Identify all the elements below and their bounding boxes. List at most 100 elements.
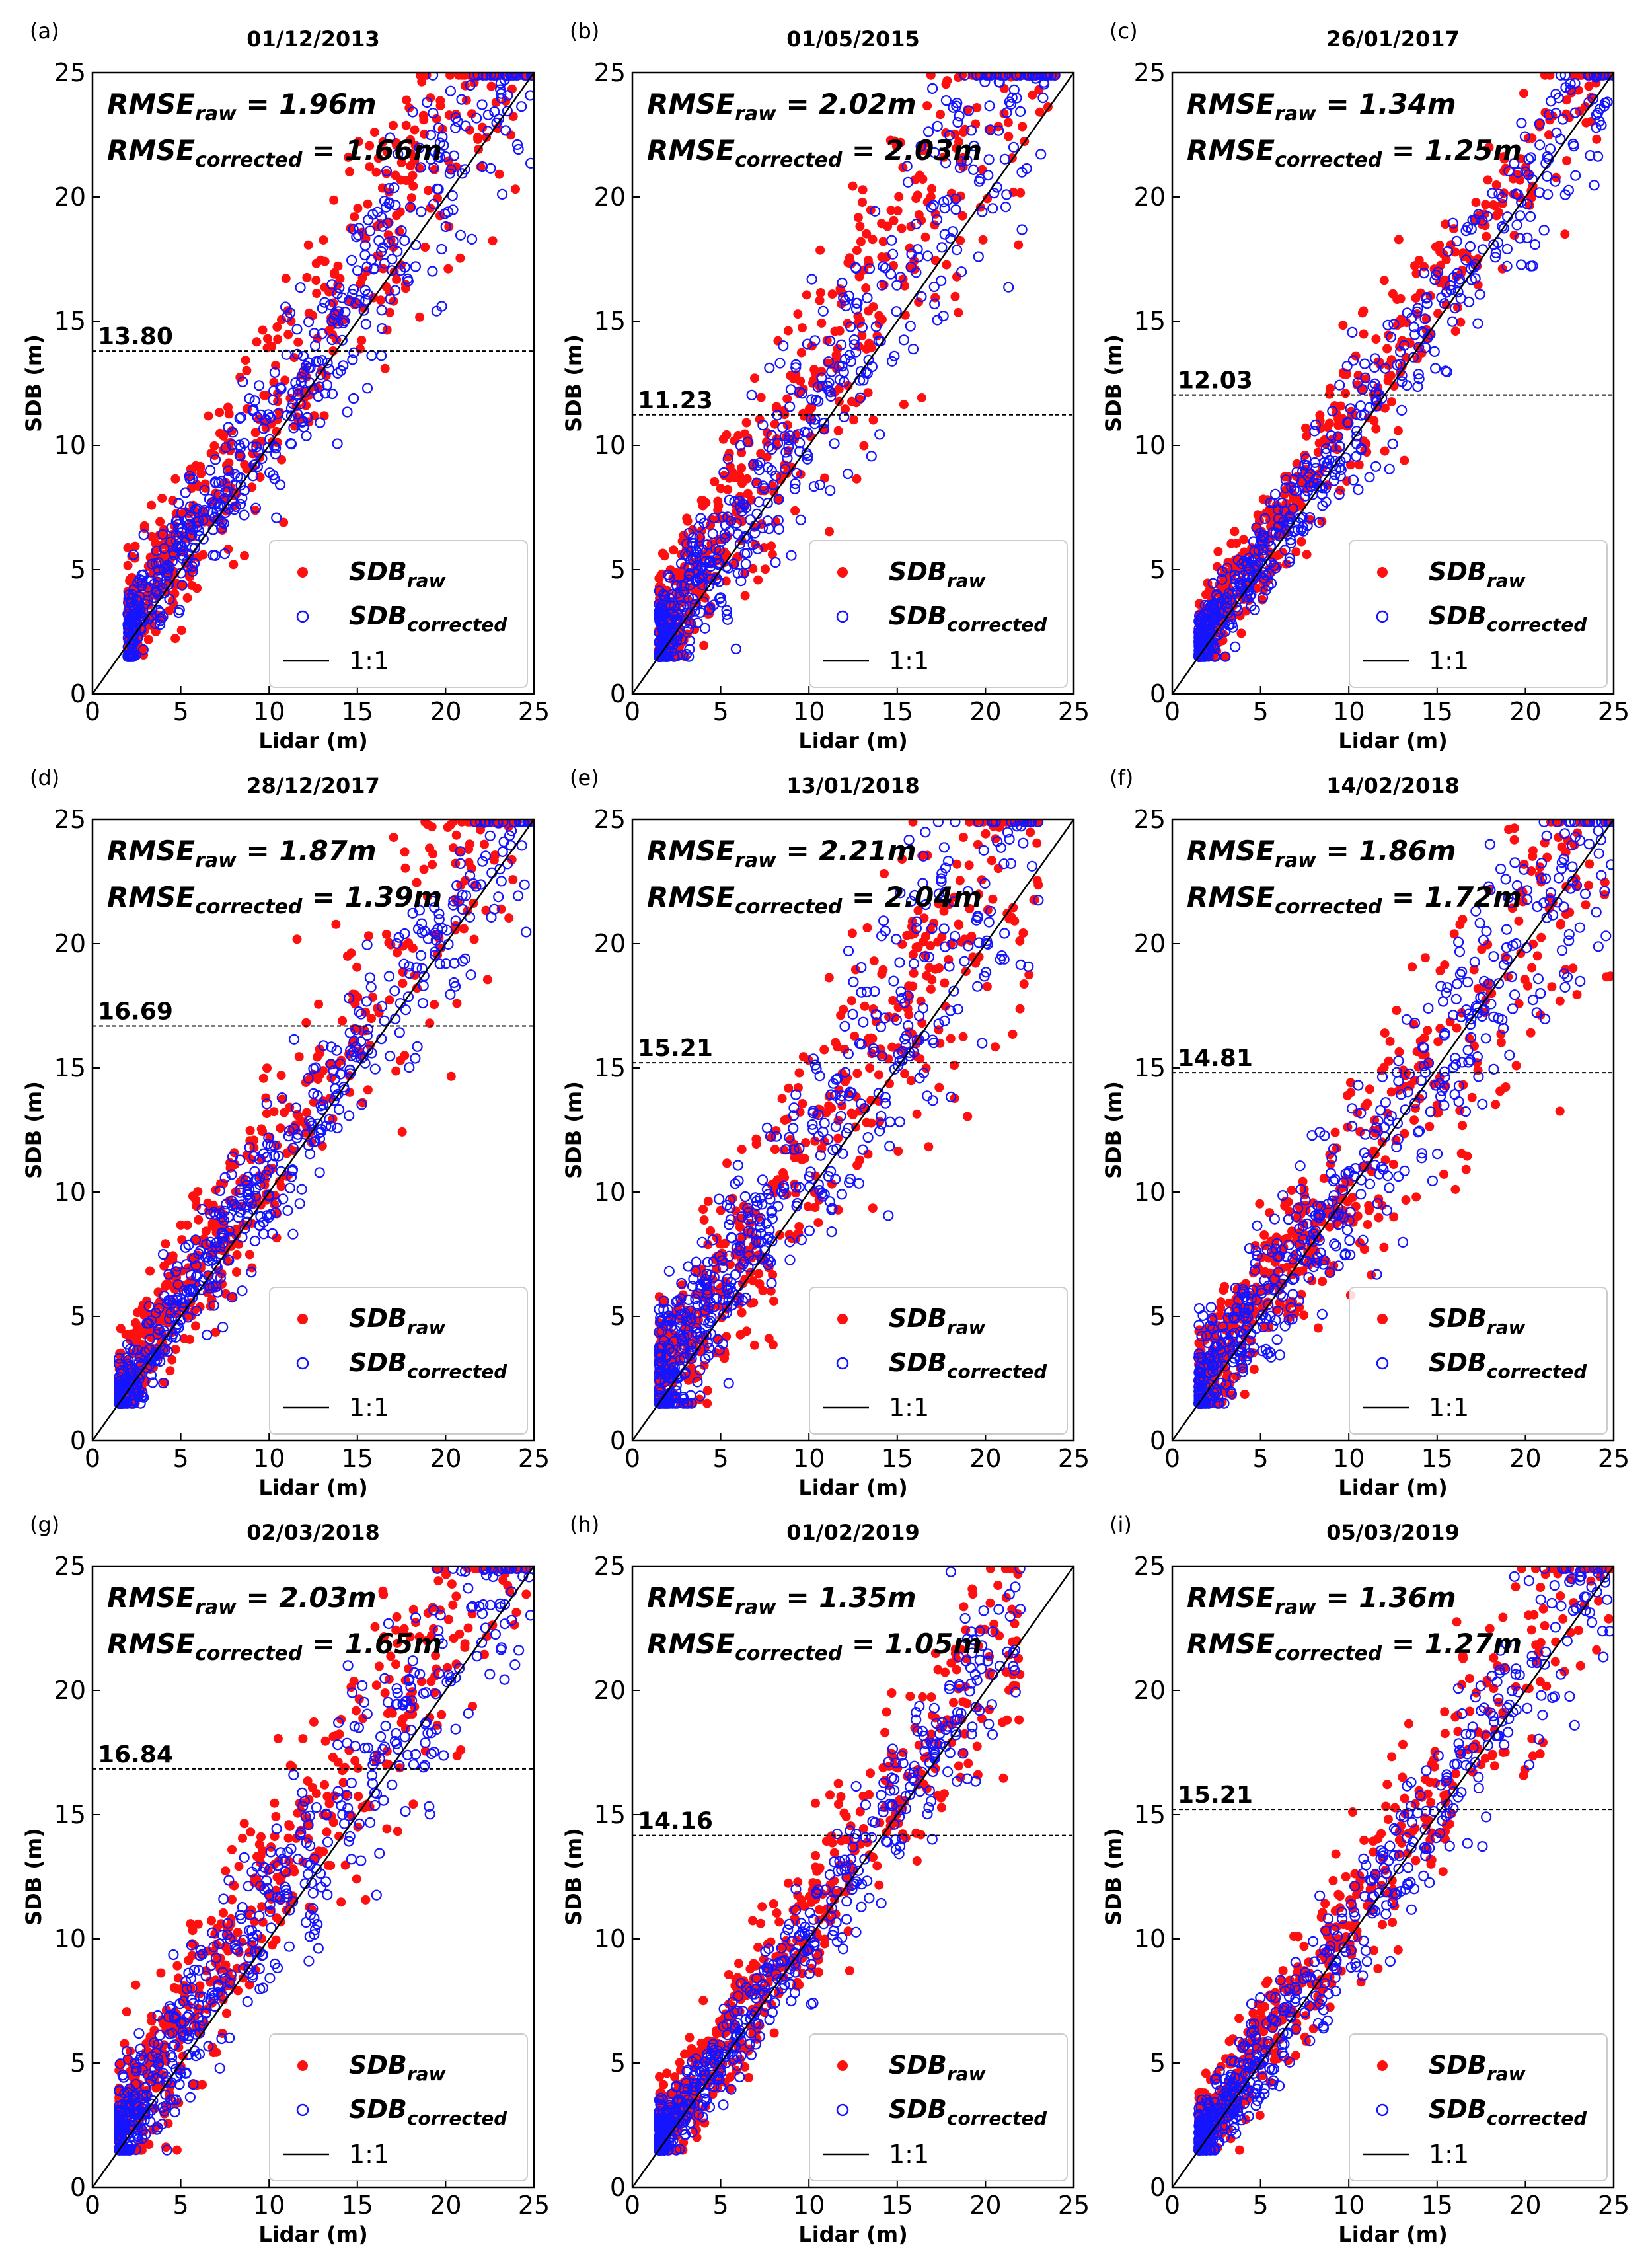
data-point [1032, 838, 1042, 848]
data-point [489, 106, 500, 118]
data-point [1455, 293, 1466, 304]
data-point [677, 649, 689, 660]
data-point [1259, 513, 1271, 525]
data-point [987, 203, 998, 214]
data-point [268, 1140, 280, 1151]
x-tick-label: 25 [1598, 697, 1630, 726]
data-point [398, 979, 408, 989]
data-point [852, 297, 863, 309]
data-point [174, 604, 185, 616]
data-point [488, 236, 498, 246]
data-point [1367, 381, 1378, 392]
data-point [956, 156, 967, 167]
data-point [669, 545, 679, 555]
data-point [989, 188, 1000, 199]
data-point [159, 587, 170, 599]
x-tick-label: 15 [342, 697, 373, 726]
data-point [1509, 231, 1519, 241]
data-point [1402, 318, 1411, 328]
data-point [1596, 120, 1607, 131]
data-point [240, 550, 249, 560]
data-point [1269, 488, 1281, 500]
data-point [680, 548, 691, 560]
data-point [753, 575, 763, 585]
data-point [428, 198, 439, 209]
data-point [730, 436, 739, 446]
data-point [460, 890, 472, 901]
data-point [757, 420, 769, 431]
y-tick-label: 0 [1150, 679, 1166, 708]
data-point [176, 626, 186, 635]
data-point [496, 93, 507, 104]
data-point [802, 450, 813, 461]
data-point [296, 1184, 307, 1195]
data-point [137, 644, 149, 656]
data-point [192, 1269, 204, 1281]
data-point [994, 77, 1005, 88]
data-point [766, 443, 778, 455]
data-point [149, 1351, 160, 1363]
data-point [525, 73, 534, 81]
data-point [716, 484, 726, 494]
data-point [490, 850, 500, 860]
data-point [770, 556, 781, 568]
data-point [885, 135, 895, 145]
data-point [950, 204, 961, 215]
data-point [275, 1176, 284, 1186]
data-point [1254, 527, 1265, 539]
data-point [1419, 268, 1430, 279]
data-point [1035, 107, 1045, 117]
data-point [708, 599, 720, 611]
data-point [1008, 141, 1020, 153]
rmse-raw: RMSEraw = 1.96m [107, 88, 377, 126]
data-point [362, 289, 373, 300]
data-point [466, 233, 478, 245]
data-point [199, 504, 210, 516]
data-point [504, 913, 514, 923]
data-point [765, 1256, 776, 1268]
data-point [524, 819, 534, 827]
data-point [880, 262, 891, 274]
data-point [794, 386, 806, 398]
data-point [1280, 482, 1291, 494]
data-point [417, 77, 427, 87]
data-point [438, 139, 449, 151]
data-point [962, 886, 974, 897]
data-point [788, 1102, 800, 1113]
data-point [268, 394, 279, 406]
data-point [816, 372, 827, 383]
data-point [240, 1175, 251, 1186]
data-point [298, 422, 309, 433]
data-point [319, 411, 329, 421]
data-point [508, 875, 518, 885]
data-point [908, 819, 918, 827]
data-point [1310, 463, 1322, 474]
data-point [1435, 278, 1445, 287]
data-point [711, 572, 722, 584]
data-point [428, 860, 437, 870]
data-point [944, 130, 956, 141]
data-point [204, 494, 215, 505]
data-point [347, 289, 358, 300]
data-point [1209, 643, 1220, 654]
data-point [182, 513, 194, 525]
data-point [223, 422, 234, 433]
data-point [173, 531, 184, 543]
data-point [127, 644, 138, 656]
data-point [223, 1254, 234, 1265]
data-point [344, 1027, 356, 1038]
data-point [712, 1252, 722, 1262]
data-point [303, 240, 313, 250]
data-point [486, 911, 497, 923]
data-point [866, 361, 878, 373]
data-point [432, 151, 443, 163]
data-point [1207, 602, 1219, 613]
data-point [983, 194, 992, 204]
data-point [457, 903, 469, 915]
y-tick-label: 20 [594, 182, 626, 211]
data-point [294, 1052, 304, 1062]
data-point [1016, 224, 1028, 235]
data-point [511, 139, 523, 150]
